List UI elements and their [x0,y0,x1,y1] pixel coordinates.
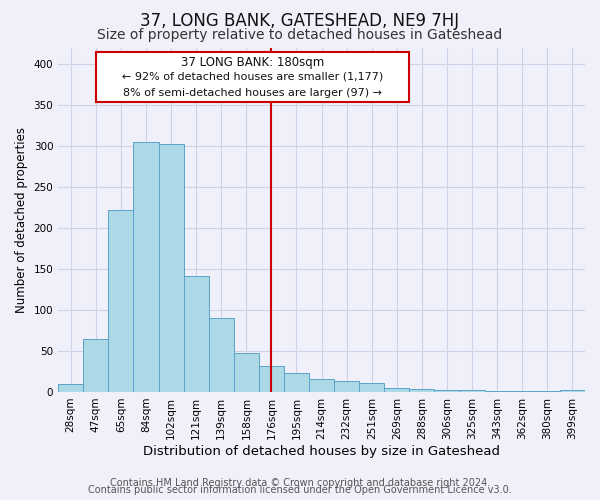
Text: 37 LONG BANK: 180sqm: 37 LONG BANK: 180sqm [181,56,324,68]
Bar [184,276,209,392]
Bar [58,384,83,392]
Text: Size of property relative to detached houses in Gateshead: Size of property relative to detached ho… [97,28,503,42]
Bar [434,390,460,392]
FancyBboxPatch shape [96,52,409,102]
Bar [409,390,434,392]
Bar [359,383,385,392]
Bar [385,388,409,392]
Bar [259,366,284,392]
Y-axis label: Number of detached properties: Number of detached properties [15,126,28,312]
Bar [234,354,259,392]
Bar [133,142,158,392]
Bar [158,144,184,392]
Text: Contains public sector information licensed under the Open Government Licence v3: Contains public sector information licen… [88,485,512,495]
Bar [485,391,510,392]
Bar [209,318,234,392]
Bar [460,390,485,392]
Bar [510,391,535,392]
Bar [560,390,585,392]
Bar [109,210,133,392]
Text: ← 92% of detached houses are smaller (1,177): ← 92% of detached houses are smaller (1,… [122,72,383,82]
Text: 8% of semi-detached houses are larger (97) →: 8% of semi-detached houses are larger (9… [123,88,382,98]
Bar [334,382,359,392]
Bar [284,373,309,392]
Bar [83,340,109,392]
X-axis label: Distribution of detached houses by size in Gateshead: Distribution of detached houses by size … [143,444,500,458]
Bar [535,391,560,392]
Bar [309,379,334,392]
Text: Contains HM Land Registry data © Crown copyright and database right 2024.: Contains HM Land Registry data © Crown c… [110,478,490,488]
Text: 37, LONG BANK, GATESHEAD, NE9 7HJ: 37, LONG BANK, GATESHEAD, NE9 7HJ [140,12,460,30]
